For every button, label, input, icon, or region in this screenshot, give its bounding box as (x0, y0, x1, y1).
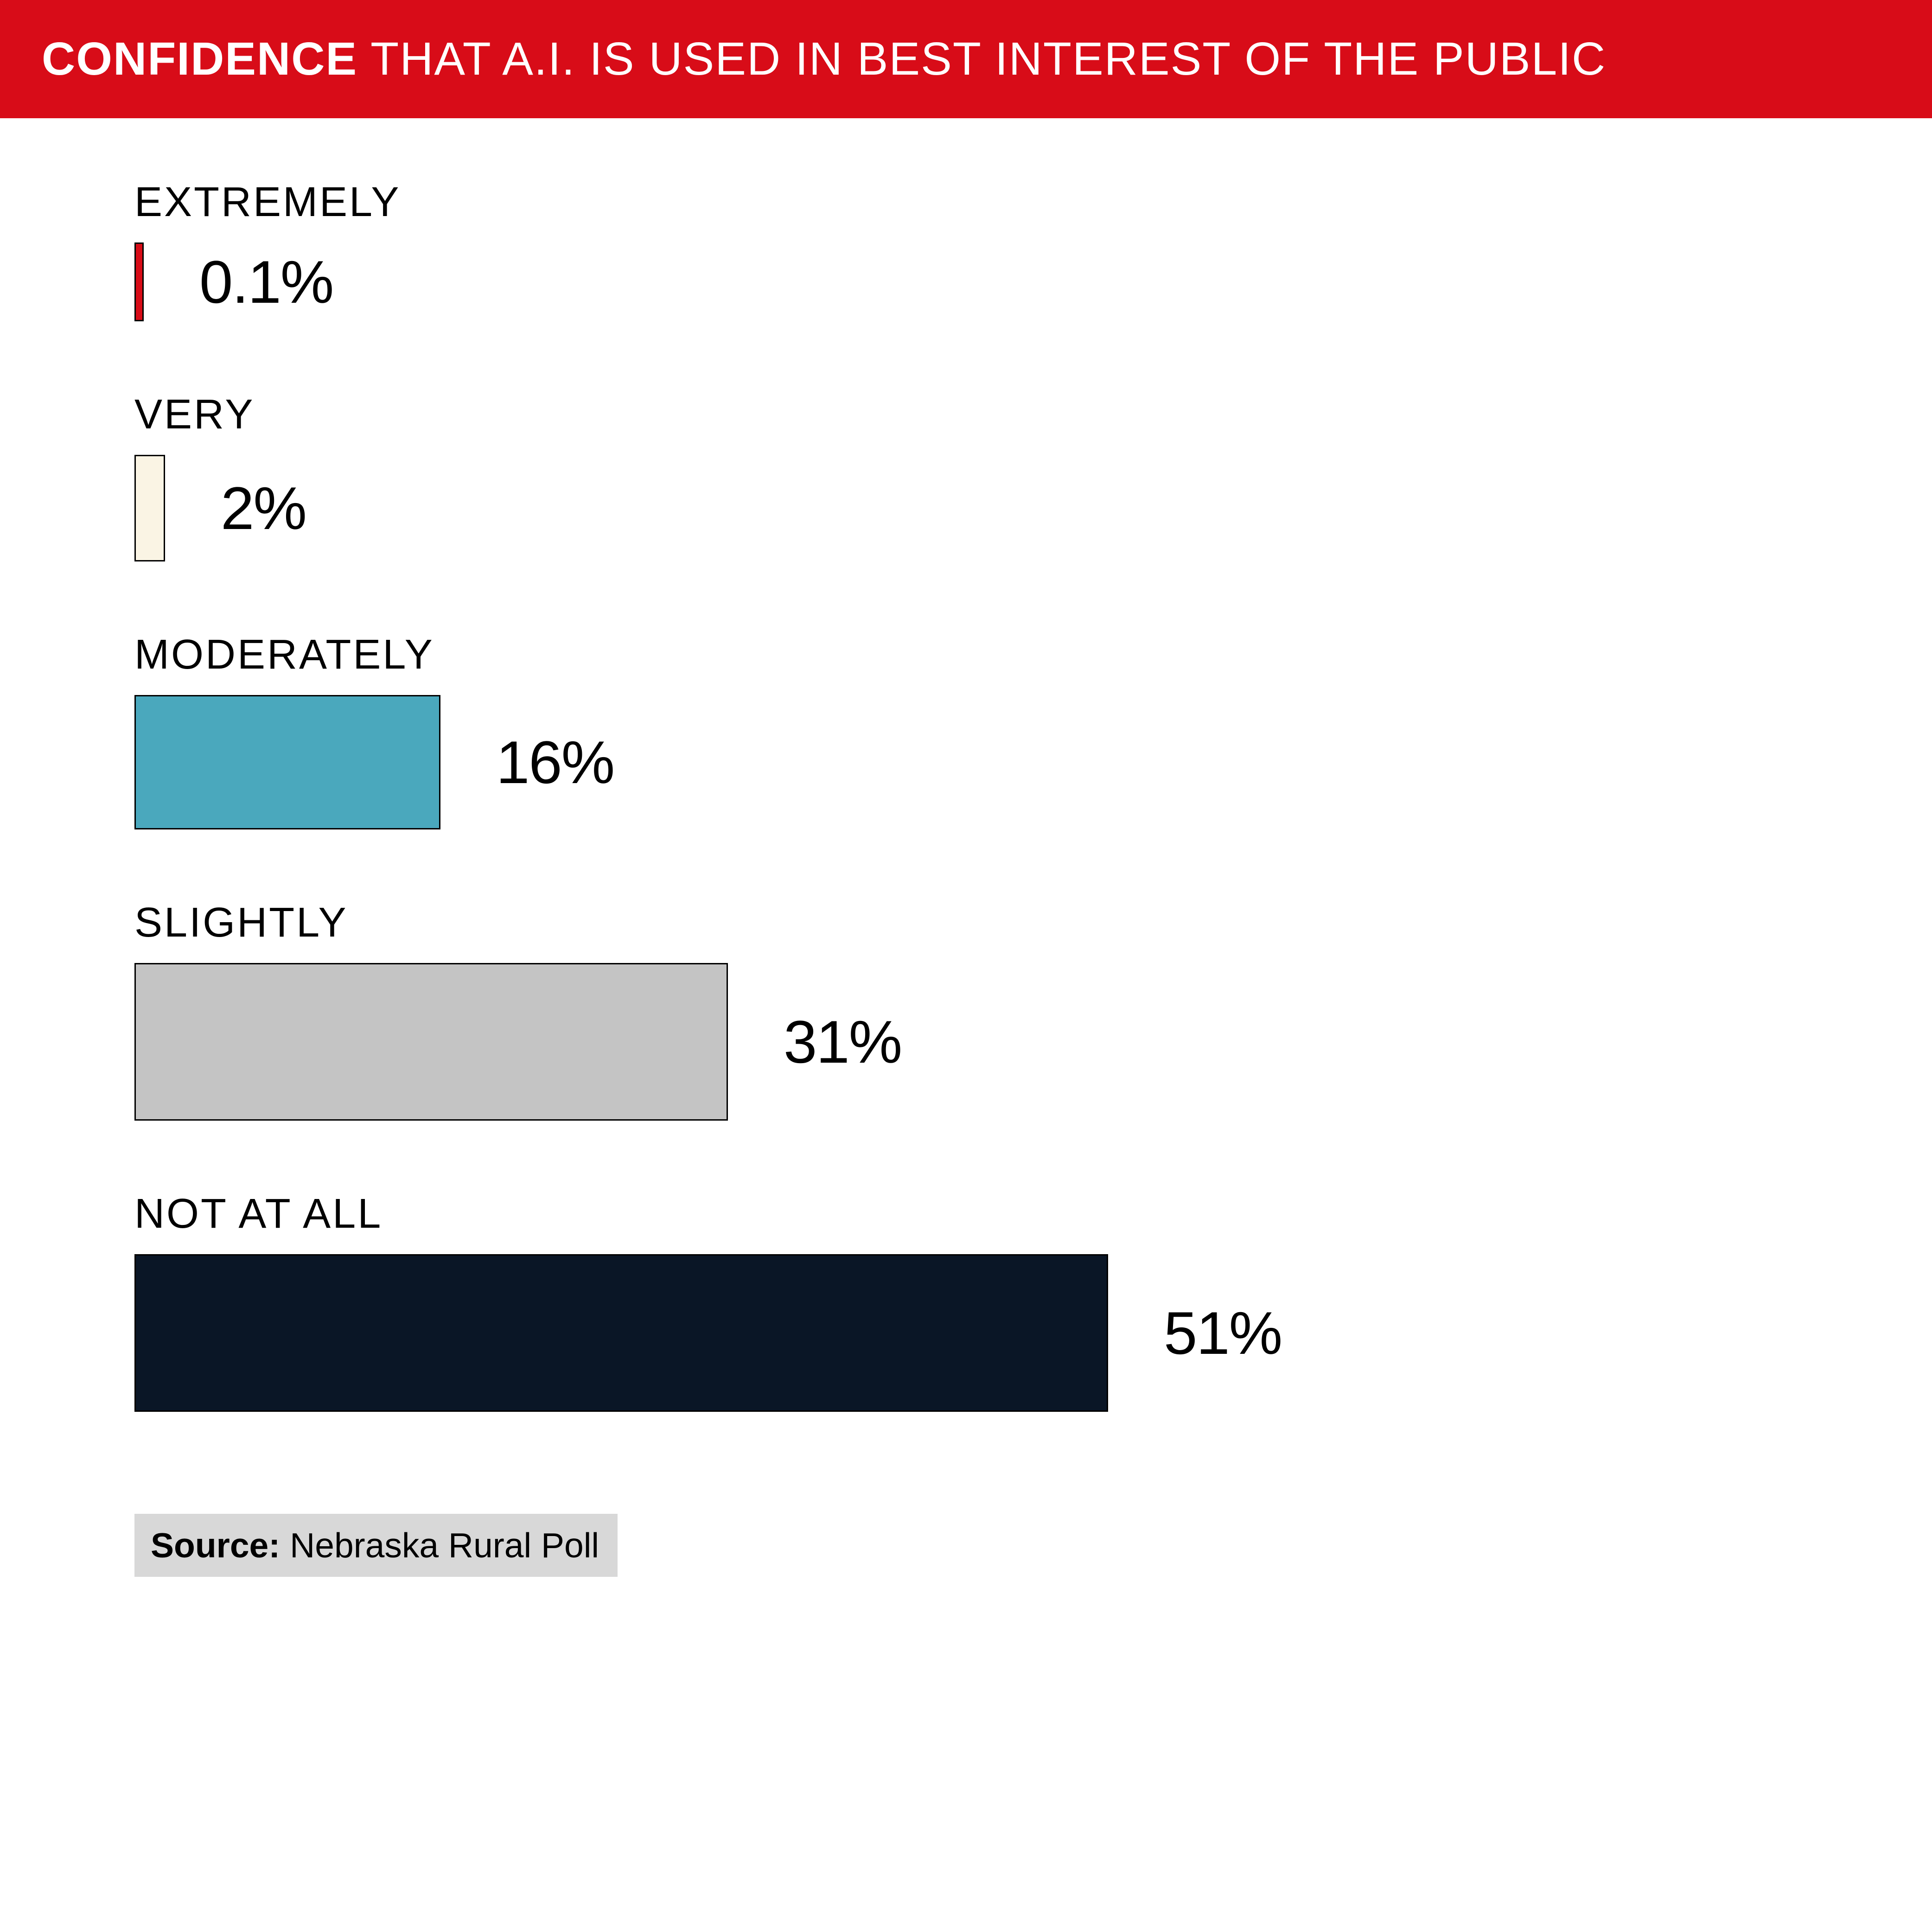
value-label: 16% (496, 727, 614, 797)
bar-row-very: VERY 2% (134, 391, 1932, 561)
value-label: 2% (221, 473, 306, 543)
bar-row-moderately: MODERATELY 16% (134, 631, 1932, 829)
category-label: SLIGHTLY (134, 899, 1932, 947)
value-label: 0.1% (199, 247, 333, 317)
value-label: 31% (784, 1007, 901, 1077)
source-label: Source: (151, 1526, 280, 1565)
chart-header: CONFIDENCE THAT A.I. IS USED IN BEST INT… (0, 0, 1932, 118)
category-label: MODERATELY (134, 631, 1932, 679)
bar-row-extremely: EXTREMELY 0.1% (134, 179, 1932, 321)
bar-and-value: 16% (134, 695, 1932, 829)
header-rest-text: THAT A.I. IS USED IN BEST INTEREST OF TH… (357, 33, 1606, 85)
chart-area: EXTREMELY 0.1% VERY 2% MODERATELY 16% SL… (0, 118, 1932, 1577)
bar-moderately (134, 695, 440, 829)
source-box: Source: Nebraska Rural Poll (134, 1514, 618, 1577)
bar-and-value: 31% (134, 963, 1932, 1121)
value-label: 51% (1164, 1298, 1282, 1368)
bar-row-slightly: SLIGHTLY 31% (134, 899, 1932, 1121)
bar-extremely (134, 242, 144, 321)
category-label: EXTREMELY (134, 179, 1932, 226)
header-bold-text: CONFIDENCE (42, 33, 357, 85)
bar-slightly (134, 963, 728, 1121)
bar-and-value: 0.1% (134, 242, 1932, 321)
bar-and-value: 2% (134, 455, 1932, 561)
category-label: VERY (134, 391, 1932, 439)
bar-row-not-at-all: NOT AT ALL 51% (134, 1190, 1932, 1412)
source-text: Nebraska Rural Poll (280, 1526, 599, 1565)
category-label: NOT AT ALL (134, 1190, 1932, 1238)
bar-very (134, 455, 165, 561)
bar-not-at-all (134, 1254, 1108, 1412)
bar-and-value: 51% (134, 1254, 1932, 1412)
